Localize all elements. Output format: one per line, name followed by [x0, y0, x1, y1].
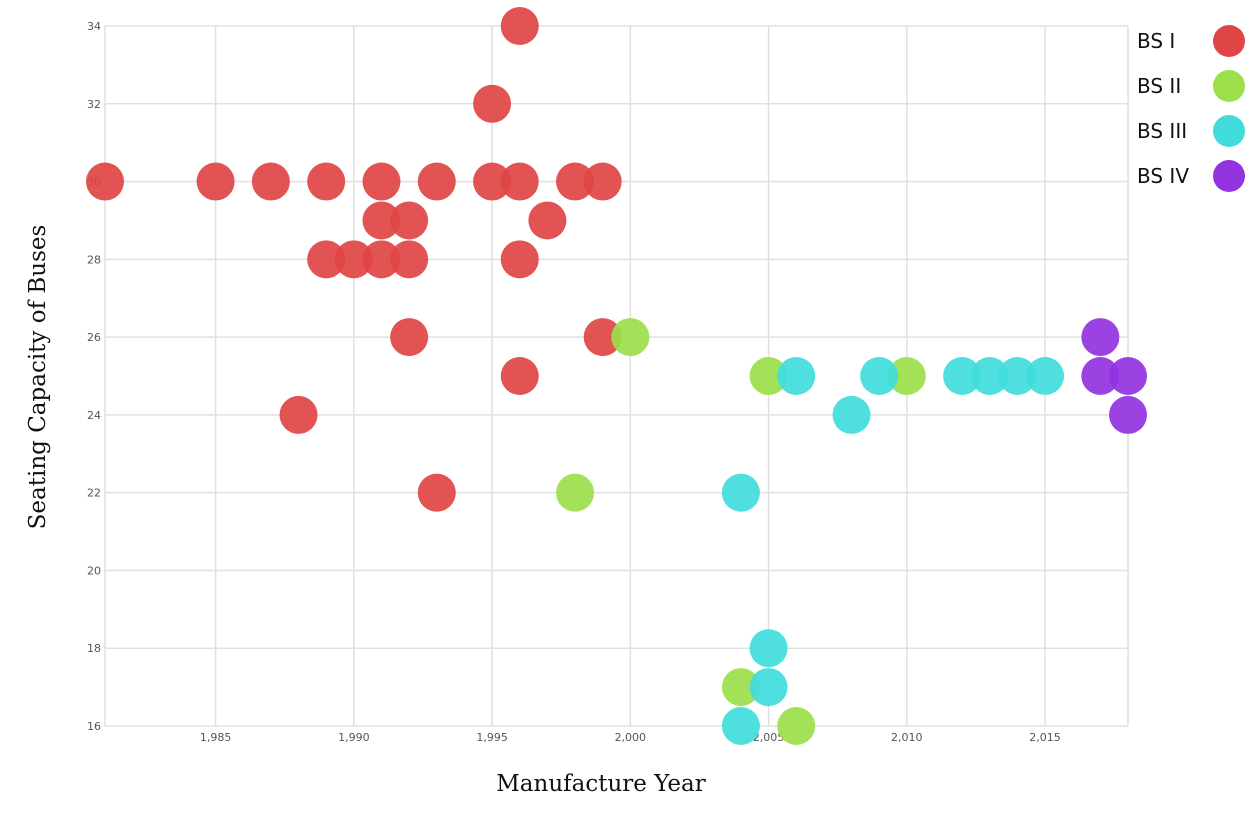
y-tick-label: 16 — [87, 720, 101, 733]
y-tick-label: 20 — [87, 564, 101, 577]
data-point-bs-i — [528, 201, 567, 240]
legend-swatch — [1213, 25, 1245, 57]
y-tick-label: 34 — [87, 20, 101, 33]
y-tick-label: 18 — [87, 642, 101, 655]
data-point-bs-iii — [777, 357, 816, 395]
data-point-bs-iv — [1081, 318, 1120, 357]
data-point-bs-i — [583, 162, 622, 201]
data-point-bs-iii — [721, 707, 760, 745]
data-point-bs-i — [500, 357, 539, 395]
axis-ticks: 161820222426283032341,9851,9901,9952,000… — [87, 20, 1061, 744]
x-tick-label: 2,010 — [891, 731, 923, 744]
data-point-bs-ii — [721, 668, 760, 707]
data-point-bs-iii — [749, 629, 788, 668]
data-point-bs-i — [196, 162, 235, 201]
data-point-bs-i — [390, 201, 429, 240]
data-point-bs-i — [251, 162, 290, 201]
x-tick-label: 2,000 — [615, 731, 647, 744]
data-point-bs-ii — [556, 473, 595, 512]
data-point-bs-ii — [611, 318, 650, 357]
legend-label: BS II — [1137, 74, 1181, 98]
data-point-bs-iv — [1109, 395, 1147, 434]
data-points — [86, 7, 1147, 745]
data-point-bs-i — [473, 162, 512, 201]
data-point-bs-i — [307, 162, 346, 201]
x-tick-label: 2,005 — [753, 731, 785, 744]
y-tick-label: 24 — [87, 409, 101, 422]
data-point-bs-i — [86, 162, 124, 201]
data-point-bs-iii — [1026, 357, 1065, 395]
data-point-bs-iv — [1081, 357, 1120, 395]
data-point-bs-ii — [777, 707, 816, 745]
data-point-bs-iii — [721, 473, 760, 512]
data-point-bs-i — [556, 162, 595, 201]
data-point-bs-iii — [749, 668, 788, 707]
y-axis-title: Seating Capacity of Buses — [25, 225, 51, 530]
data-point-bs-i — [390, 240, 429, 279]
x-tick-label: 1,995 — [476, 731, 508, 744]
x-tick-label: 2,015 — [1029, 731, 1061, 744]
data-point-bs-i — [307, 240, 346, 279]
x-tick-label: 1,990 — [338, 731, 370, 744]
data-point-bs-ii — [887, 357, 926, 395]
y-tick-label: 22 — [87, 487, 101, 500]
x-tick-label: 1,985 — [200, 731, 232, 744]
legend-label: BS III — [1137, 119, 1187, 143]
data-point-bs-i — [583, 318, 622, 357]
legend: BS I BS II BS III BS IV — [1137, 25, 1245, 192]
data-point-bs-i — [334, 240, 373, 279]
data-point-bs-i — [362, 201, 401, 240]
data-point-bs-iii — [860, 357, 899, 395]
data-point-bs-i — [500, 240, 539, 279]
data-point-bs-i — [279, 395, 318, 434]
data-point-bs-i — [500, 7, 539, 45]
legend-label: BS I — [1137, 29, 1175, 53]
data-point-bs-iii — [943, 357, 982, 395]
y-tick-label: 28 — [87, 253, 101, 266]
data-point-bs-i — [417, 162, 456, 201]
data-point-bs-i — [417, 473, 456, 512]
legend-swatch — [1213, 160, 1245, 192]
legend-swatch — [1213, 115, 1245, 147]
y-tick-label: 26 — [87, 331, 101, 344]
x-axis-title: Manufacture Year — [496, 771, 705, 797]
data-point-bs-iii — [998, 357, 1037, 395]
data-point-bs-i — [362, 240, 401, 279]
data-point-bs-i — [500, 162, 539, 201]
legend-label: BS IV — [1137, 164, 1189, 188]
data-point-bs-iii — [832, 395, 871, 434]
y-tick-label: 32 — [87, 98, 101, 111]
data-point-bs-i — [473, 84, 512, 123]
data-point-bs-i — [362, 162, 401, 201]
data-point-bs-i — [390, 318, 429, 357]
data-point-bs-iii — [970, 357, 1009, 395]
legend-swatch — [1213, 70, 1245, 102]
data-point-bs-ii — [749, 357, 788, 395]
data-point-bs-iv — [1109, 357, 1147, 395]
